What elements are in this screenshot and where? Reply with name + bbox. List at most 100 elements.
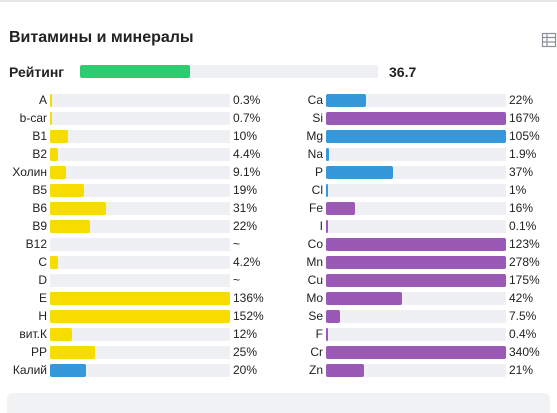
vitamin-bar-fill [50, 166, 67, 179]
vitamin-bar-fill [50, 310, 230, 323]
vitamin-label: D [38, 273, 47, 287]
vitamin-value: 22% [233, 219, 258, 233]
mineral-bar-fill [326, 310, 340, 323]
vitamin-value: 31% [233, 201, 258, 215]
vitamin-bar-fill [50, 202, 106, 215]
vitamin-bar-fill [50, 112, 52, 125]
mineral-label: Cl [311, 183, 323, 197]
mineral-label: Mn [306, 255, 323, 269]
vitamin-value: 25% [233, 345, 258, 359]
vitamin-bar [50, 148, 230, 161]
mineral-label: Mo [306, 291, 323, 305]
vitamin-bar-fill [50, 148, 58, 161]
vitamin-value: 0.3% [233, 93, 261, 107]
mineral-label: Co [307, 237, 323, 251]
vitamin-bar [50, 202, 230, 215]
vitamin-value: 4.4% [233, 147, 261, 161]
vitamin-bar [50, 238, 230, 251]
mineral-bar [326, 310, 506, 323]
vitamin-bar-fill [50, 364, 86, 377]
mineral-bar [326, 166, 506, 179]
vitamin-bar [50, 184, 230, 197]
vitamin-bar-fill [50, 184, 85, 197]
vitamin-bar [50, 130, 230, 143]
mineral-value: 1% [509, 183, 527, 197]
vitamin-label: B2 [32, 147, 47, 161]
mineral-value: 0.4% [509, 327, 537, 341]
mineral-bar [326, 130, 506, 143]
mineral-label: Se [308, 309, 323, 323]
vitamin-label: вит.К [19, 327, 47, 341]
vitamin-label: A [38, 93, 47, 107]
mineral-label: Na [307, 147, 323, 161]
vitamin-value: 152% [233, 309, 264, 323]
vitamin-bar [50, 292, 230, 305]
vitamin-bar [50, 310, 230, 323]
mineral-label: Zn [308, 363, 323, 377]
mineral-label: F [315, 327, 323, 341]
vitamin-bar [50, 166, 230, 179]
mineral-label: P [314, 165, 323, 179]
mineral-value: 340% [509, 345, 540, 359]
vitamin-label: B9 [32, 219, 47, 233]
vitamin-label: H [38, 309, 47, 323]
section-title: Витамины и минералы [9, 29, 194, 46]
vitamin-value: 19% [233, 183, 258, 197]
mineral-value: 175% [509, 273, 540, 287]
footer-panel [7, 393, 550, 413]
vitamin-label: PP [30, 345, 47, 359]
mineral-bar-fill [326, 292, 402, 305]
vitamin-bar [50, 112, 230, 125]
mineral-bar [326, 202, 506, 215]
mineral-bar [326, 148, 506, 161]
vitamin-label: B12 [25, 237, 47, 251]
vitamin-bar [50, 220, 230, 233]
rating-value: 36.7 [389, 64, 417, 80]
mineral-value: 22% [509, 93, 534, 107]
mineral-value: 21% [509, 363, 534, 377]
mineral-label: Cr [310, 345, 323, 359]
mineral-bar [326, 238, 506, 251]
mineral-value: 0.1% [509, 219, 537, 233]
mineral-label: Cu [307, 273, 323, 287]
mineral-bar [326, 220, 506, 233]
mineral-bar-fill [326, 130, 506, 143]
mineral-bar-fill [326, 112, 506, 125]
mineral-bar [326, 274, 506, 287]
mineral-bar [326, 292, 506, 305]
mineral-value: 278% [509, 255, 540, 269]
mineral-bar-fill [326, 148, 330, 161]
mineral-value: 105% [509, 129, 540, 143]
mineral-bar-fill [326, 256, 506, 269]
mineral-bar-fill [326, 274, 506, 287]
mineral-bar-fill [326, 364, 364, 377]
mineral-bar-fill [326, 166, 393, 179]
vitamin-bar-fill [50, 328, 72, 341]
rating-bar [80, 65, 378, 78]
mineral-value: 16% [509, 201, 534, 215]
mineral-value: 167% [509, 111, 540, 125]
vitamin-label: Холин [12, 165, 47, 179]
mineral-label: Si [312, 111, 323, 125]
vitamin-label: B1 [32, 129, 47, 143]
mineral-bar [326, 346, 506, 359]
vitamin-value: ~ [233, 273, 241, 287]
table-icon[interactable] [541, 32, 557, 48]
mineral-bar-fill [326, 220, 328, 233]
vitamin-bar-fill [50, 220, 90, 233]
vitamin-label: Калий [12, 363, 47, 377]
vitamin-bar [50, 94, 230, 107]
vitamin-label: b-car [19, 111, 47, 125]
mineral-value: 7.5% [509, 309, 537, 323]
mineral-label: Ca [307, 93, 323, 107]
vitamin-value: 9.1% [233, 165, 261, 179]
mineral-bar-fill [326, 328, 328, 341]
mineral-label: I [319, 219, 323, 233]
mineral-value: 1.9% [509, 147, 537, 161]
vitamin-bar [50, 274, 230, 287]
vitamin-bar-fill [50, 292, 230, 305]
mineral-bar [326, 364, 506, 377]
vitamin-label: B5 [32, 183, 47, 197]
mineral-label: Fe [308, 201, 323, 215]
vitamin-value: 12% [233, 327, 258, 341]
